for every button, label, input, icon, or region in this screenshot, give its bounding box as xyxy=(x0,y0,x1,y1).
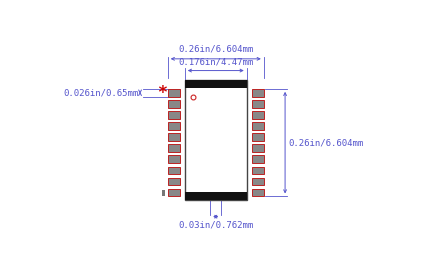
Bar xyxy=(252,133,264,141)
Bar xyxy=(168,133,179,141)
Bar xyxy=(252,89,264,97)
Text: 0.26in/6.604mm: 0.26in/6.604mm xyxy=(288,138,363,147)
Bar xyxy=(168,155,179,163)
Text: 0.176in/4.47mm: 0.176in/4.47mm xyxy=(178,57,253,66)
Bar xyxy=(185,191,247,200)
Bar xyxy=(252,189,264,196)
Text: 0.26in/6.604mm: 0.26in/6.604mm xyxy=(178,45,253,53)
Bar xyxy=(168,100,179,108)
Bar xyxy=(168,111,179,119)
Bar xyxy=(252,122,264,130)
Bar xyxy=(168,189,179,196)
Bar xyxy=(168,178,179,185)
Text: 0.026in/0.65mm: 0.026in/0.65mm xyxy=(64,88,139,97)
Bar xyxy=(252,178,264,185)
Bar xyxy=(168,89,179,97)
Bar xyxy=(185,80,247,88)
Bar xyxy=(168,166,179,174)
Bar xyxy=(168,122,179,130)
Bar xyxy=(185,80,247,200)
Bar xyxy=(252,144,264,152)
Bar xyxy=(162,190,165,196)
Bar xyxy=(252,111,264,119)
Bar xyxy=(252,155,264,163)
Bar xyxy=(252,166,264,174)
Bar xyxy=(252,100,264,108)
Text: *: * xyxy=(157,84,168,102)
Bar xyxy=(168,144,179,152)
Text: 0.03in/0.762mm: 0.03in/0.762mm xyxy=(178,221,253,230)
